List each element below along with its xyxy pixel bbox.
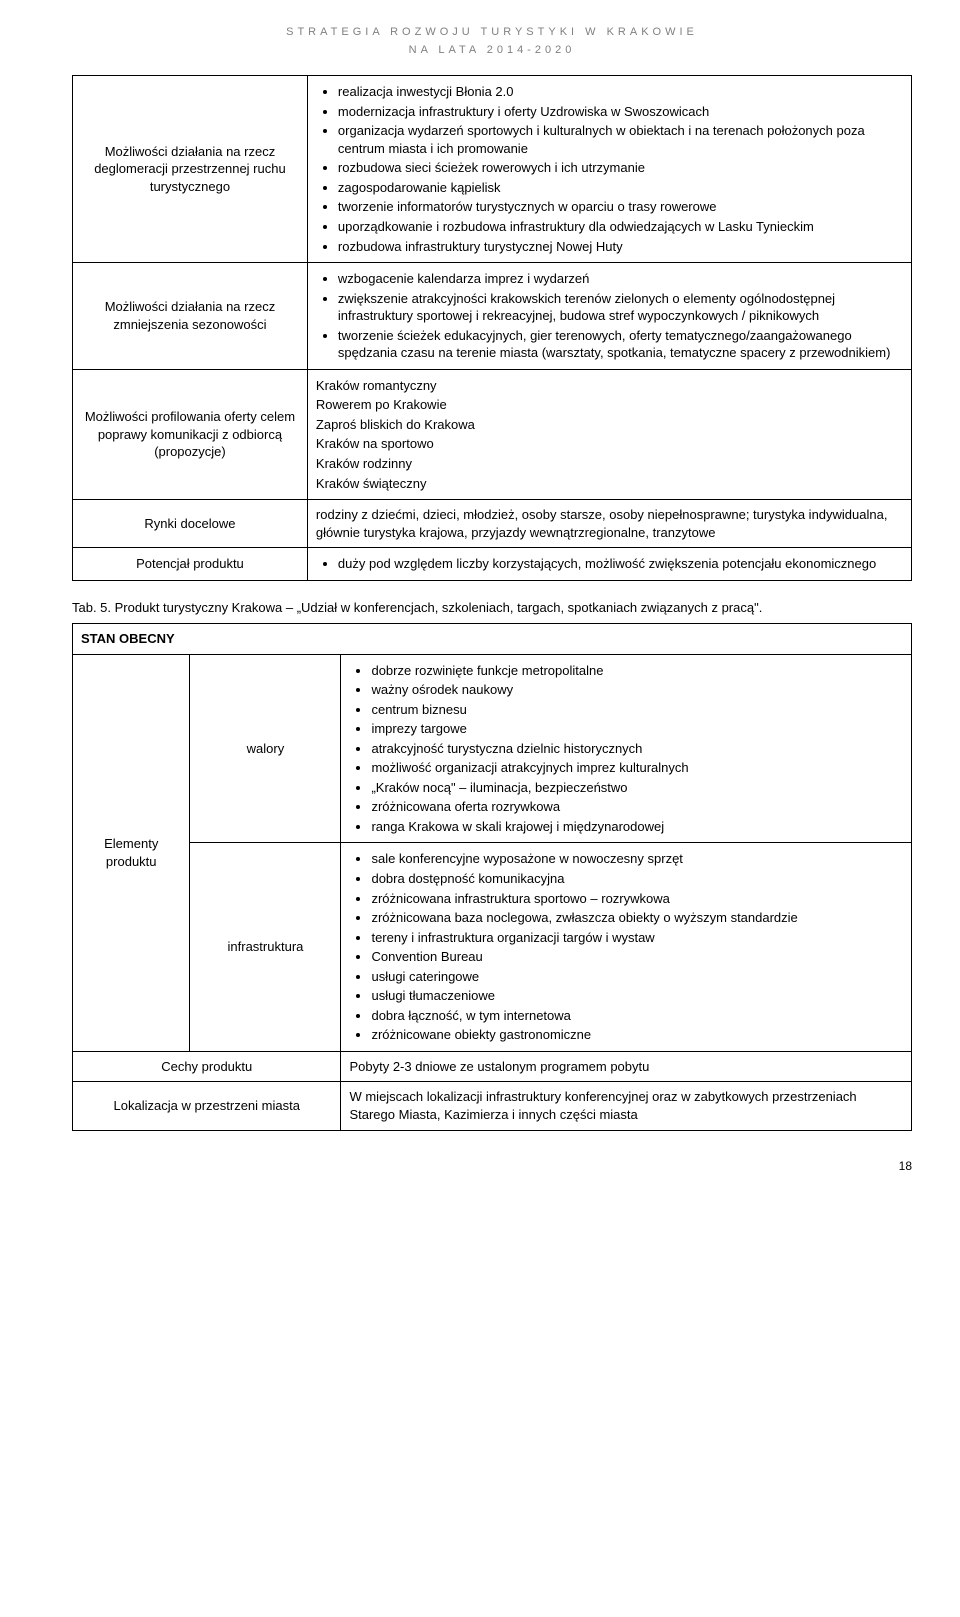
row-content: rodziny z dziećmi, dzieci, młodzież, oso…	[307, 500, 911, 548]
table-row: Cechy produktu Pobyty 2-3 dniowe ze usta…	[73, 1051, 912, 1082]
row-label: Potencjał produktu	[73, 548, 308, 581]
list-item: tereny i infrastruktura organizacji targ…	[371, 928, 903, 948]
document-header: STRATEGIA ROZWOJU TURYSTYKI W KRAKOWIE N…	[72, 24, 912, 59]
row-label: Możliwości działania na rzecz zmniejszen…	[73, 263, 308, 370]
list-item: realizacja inwestycji Błonia 2.0	[338, 82, 903, 102]
list-item: modernizacja infrastruktury i oferty Uzd…	[338, 102, 903, 122]
list-item: sale konferencyjne wyposażone w nowoczes…	[371, 849, 903, 869]
list-item: zwiększenie atrakcyjności krakowskich te…	[338, 289, 903, 326]
row-label: Rynki docelowe	[73, 500, 308, 548]
bullet-list: realizacja inwestycji Błonia 2.0 moderni…	[316, 82, 903, 256]
cechy-label: Cechy produktu	[73, 1051, 341, 1082]
line-item: Kraków na sportowo	[316, 434, 903, 454]
table-row: Lokalizacja w przestrzeni miasta W miejs…	[73, 1082, 912, 1130]
row-label: Możliwości profilowania oferty celem pop…	[73, 369, 308, 499]
list-item: tworzenie ścieżek edukacyjnych, gier ter…	[338, 326, 903, 363]
table-1: Możliwości działania na rzecz deglomerac…	[72, 75, 912, 581]
list-item: zróżnicowana baza noclegowa, zwłaszcza o…	[371, 908, 903, 928]
stan-header-cell: STAN OBECNY	[73, 623, 912, 654]
list-item: uporządkowanie i rozbudowa infrastruktur…	[338, 217, 903, 237]
list-item: zróżnicowana oferta rozrywkowa	[371, 797, 903, 817]
line-item: Zaproś bliskich do Krakowa	[316, 415, 903, 435]
list-item: zagospodarowanie kąpielisk	[338, 178, 903, 198]
list-item: usługi cateringowe	[371, 967, 903, 987]
infra-content: sale konferencyjne wyposażone w nowoczes…	[341, 843, 912, 1051]
table-2: STAN OBECNY Elementy produktu walory dob…	[72, 623, 912, 1131]
bullet-list: sale konferencyjne wyposażone w nowoczes…	[349, 849, 903, 1044]
bullet-list: wzbogacenie kalendarza imprez i wydarzeń…	[316, 269, 903, 363]
list-item: duży pod względem liczby korzystających,…	[338, 554, 903, 574]
walory-content: dobrze rozwinięte funkcje metropolitalne…	[341, 654, 912, 843]
list-item: usługi tłumaczeniowe	[371, 986, 903, 1006]
list-item: dobra dostępność komunikacyjna	[371, 869, 903, 889]
list-item: atrakcyjność turystyczna dzielnic histor…	[371, 739, 903, 759]
table-row: infrastruktura sale konferencyjne wyposa…	[73, 843, 912, 1051]
list-item: „Kraków nocą" – iluminacja, bezpieczeńst…	[371, 778, 903, 798]
table-row: Rynki docelowe rodziny z dziećmi, dzieci…	[73, 500, 912, 548]
line-item: Rowerem po Krakowie	[316, 395, 903, 415]
row-content: duży pod względem liczby korzystających,…	[307, 548, 911, 581]
line-item: Kraków rodzinny	[316, 454, 903, 474]
list-item: tworzenie informatorów turystycznych w o…	[338, 197, 903, 217]
list-item: możliwość organizacji atrakcyjnych impre…	[371, 758, 903, 778]
lokalizacja-label: Lokalizacja w przestrzeni miasta	[73, 1082, 341, 1130]
table-row: Elementy produktu walory dobrze rozwinię…	[73, 654, 912, 843]
list-item: organizacja wydarzeń sportowych i kultur…	[338, 121, 903, 158]
bullet-list: duży pod względem liczby korzystających,…	[316, 554, 903, 574]
list-item: zróżnicowane obiekty gastronomiczne	[371, 1025, 903, 1045]
table-row: Możliwości działania na rzecz zmniejszen…	[73, 263, 912, 370]
infra-label: infrastruktura	[190, 843, 341, 1051]
list-item: dobra łączność, w tym internetowa	[371, 1006, 903, 1026]
list-item: zróżnicowana infrastruktura sportowo – r…	[371, 889, 903, 909]
table-row: Możliwości profilowania oferty celem pop…	[73, 369, 912, 499]
list-item: imprezy targowe	[371, 719, 903, 739]
row-content: realizacja inwestycji Błonia 2.0 moderni…	[307, 76, 911, 263]
cechy-content: Pobyty 2-3 dniowe ze ustalonym programem…	[341, 1051, 912, 1082]
page-number: 18	[72, 1159, 912, 1173]
table-row: Potencjał produktu duży pod względem lic…	[73, 548, 912, 581]
list-item: ważny ośrodek naukowy	[371, 680, 903, 700]
walory-label: walory	[190, 654, 341, 843]
row-content: Kraków romantyczny Rowerem po Krakowie Z…	[307, 369, 911, 499]
line-item: Kraków świąteczny	[316, 474, 903, 494]
row-content: wzbogacenie kalendarza imprez i wydarzeń…	[307, 263, 911, 370]
table-row: Możliwości działania na rzecz deglomerac…	[73, 76, 912, 263]
header-line-1: STRATEGIA ROZWOJU TURYSTYKI W KRAKOWIE	[72, 24, 912, 42]
list-item: wzbogacenie kalendarza imprez i wydarzeń	[338, 269, 903, 289]
line-item: Kraków romantyczny	[316, 376, 903, 396]
list-item: centrum biznesu	[371, 700, 903, 720]
list-item: rozbudowa sieci ścieżek rowerowych i ich…	[338, 158, 903, 178]
list-item: dobrze rozwinięte funkcje metropolitalne	[371, 661, 903, 681]
elementy-label: Elementy produktu	[73, 654, 190, 1051]
table-row: STAN OBECNY	[73, 623, 912, 654]
list-item: ranga Krakowa w skali krajowej i międzyn…	[371, 817, 903, 837]
list-item: rozbudowa infrastruktury turystycznej No…	[338, 237, 903, 257]
bullet-list: dobrze rozwinięte funkcje metropolitalne…	[349, 661, 903, 837]
table-caption: Tab. 5. Produkt turystyczny Krakowa – „U…	[72, 599, 912, 617]
list-item: Convention Bureau	[371, 947, 903, 967]
header-line-2: NA LATA 2014-2020	[72, 42, 912, 60]
row-label: Możliwości działania na rzecz deglomerac…	[73, 76, 308, 263]
lokalizacja-content: W miejscach lokalizacji infrastruktury k…	[341, 1082, 912, 1130]
